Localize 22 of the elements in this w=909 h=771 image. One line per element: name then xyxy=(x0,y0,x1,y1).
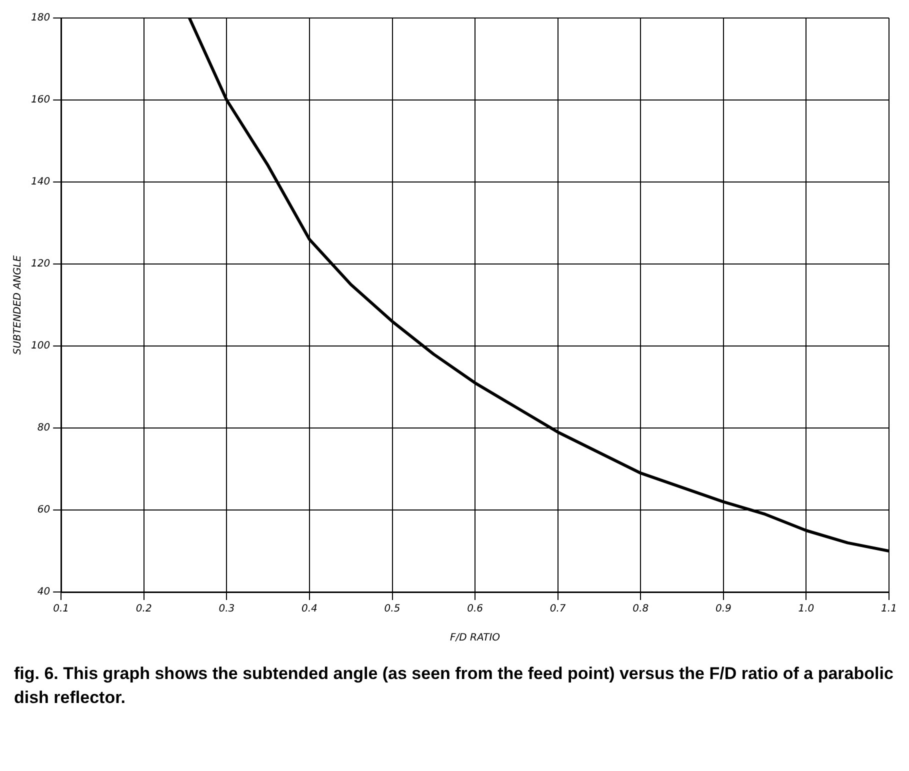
x-tick-label: 0.1 xyxy=(53,604,70,615)
x-tick-label: 1.0 xyxy=(798,604,814,615)
x-tick-label: 0.5 xyxy=(384,604,400,615)
y-tick-label: 100 xyxy=(30,340,50,352)
y-tick-label: 120 xyxy=(30,258,50,270)
x-tick-label: 1.1 xyxy=(881,604,897,615)
y-tick-label: 80 xyxy=(37,422,50,434)
x-tick-label: 0.4 xyxy=(302,604,318,615)
x-tick-label: 0.6 xyxy=(467,604,483,615)
x-tick-label: 0.3 xyxy=(218,604,235,615)
y-axis-title: SUBTENDED ANGLE xyxy=(12,254,24,355)
x-tick-label: 0.8 xyxy=(632,604,649,615)
y-tick-label: 40 xyxy=(37,586,50,598)
caption: fig. 6. This graph shows the subtended angle (as seen from the feed point) versus the F/D ratio of a parabolic dish reflector. xyxy=(13,663,894,709)
x-axis-title: F/D RATIO xyxy=(450,632,500,644)
x-tick-label: 0.9 xyxy=(715,604,732,615)
x-tick-label: 0.2 xyxy=(136,604,152,615)
x-tick-label: 0.7 xyxy=(550,604,566,615)
y-tick-label: 180 xyxy=(30,12,50,24)
y-tick-label: 60 xyxy=(37,504,50,516)
y-tick-label: 160 xyxy=(30,94,50,106)
y-tick-label: 140 xyxy=(30,176,50,188)
